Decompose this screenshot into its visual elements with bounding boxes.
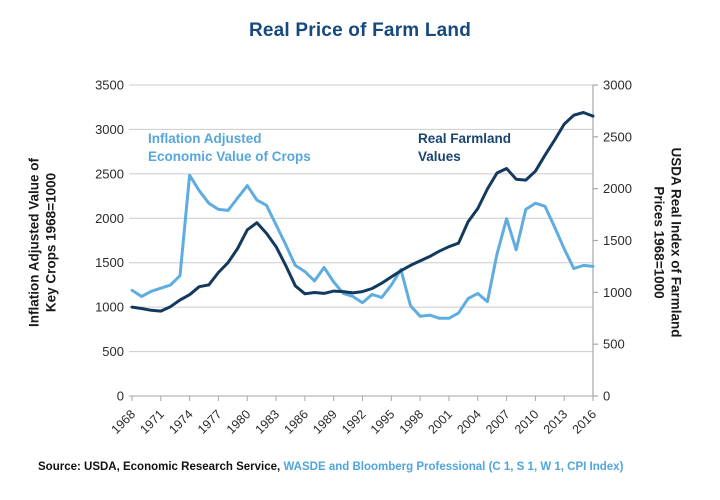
crops-series-label-line2: Economic Value of Crops: [148, 149, 311, 164]
left-axis-tick-label: 3000: [95, 122, 124, 137]
x-axis-year-label: 2004: [454, 407, 484, 437]
x-axis-year-label: 1995: [368, 407, 398, 437]
left-axis-tick-label: 2000: [95, 211, 124, 226]
x-axis-year-label: 1980: [224, 407, 254, 437]
x-axis-year-label: 1998: [397, 407, 427, 437]
x-axis-year-label: 1989: [310, 407, 340, 437]
left-axis-title: Inflation Adjusted Value of Key Crops 19…: [27, 93, 60, 393]
left-axis-tick-label: 500: [102, 344, 124, 359]
source-text-black: Source: USDA, Economic Research Service,: [38, 461, 281, 473]
farmland-series-label-line1: Real Farmland: [418, 131, 512, 146]
source-text-blue: WASDE and Bloomberg Professional (C 1, S…: [283, 461, 624, 473]
x-axis-year-label: 1977: [195, 407, 225, 437]
x-axis-year-label: 1968: [109, 407, 139, 437]
x-axis-year-label: 2016: [570, 407, 600, 437]
crops-series-label: Inflation Adjusted Economic Value of Cro…: [148, 130, 311, 166]
right-axis-title: USDA Real Index of Farmland Prices 1968=…: [651, 93, 684, 393]
right-axis-tick-label: 1500: [603, 233, 632, 248]
crops-value-line: [130, 173, 595, 320]
x-axis-year-label: 1971: [137, 407, 167, 437]
left-axis-title-line1: Inflation Adjusted Value of: [26, 158, 42, 328]
x-axis-year-label: 2007: [483, 407, 513, 437]
right-axis-tick-label: 500: [603, 337, 625, 352]
left-axis-tick-label: 1500: [95, 255, 124, 270]
crops-series-label-line1: Inflation Adjusted: [148, 131, 262, 146]
farmland-series-label: Real Farmland Values: [418, 130, 511, 166]
x-axis-year-label: 2001: [425, 407, 455, 437]
farmland-series-label-line2: Values: [418, 149, 461, 164]
x-axis-year-label: 2010: [512, 407, 542, 437]
left-axis-title-line2: Key Crops 1968=1000: [43, 172, 58, 313]
x-axis-year-label: 1992: [339, 407, 369, 437]
right-axis-tick-label: 0: [603, 389, 610, 404]
left-axis-tick-label: 3500: [95, 78, 124, 93]
left-axis-tick-label: 1000: [95, 300, 124, 315]
farmland-values-line: [130, 111, 595, 313]
right-axis-tick-label: 2500: [603, 129, 632, 144]
right-axis-tick-label: 2000: [603, 181, 632, 196]
x-axis-year-label: 1983: [253, 407, 283, 437]
chart-title: Real Price of Farm Land: [248, 20, 472, 41]
right-axis-title-line1: USDA Real Index of Farmland: [668, 147, 684, 338]
x-axis-year-label: 1986: [281, 407, 311, 437]
left-axis-tick-label: 0: [117, 389, 124, 404]
right-axis-tick-label: 3000: [603, 78, 632, 93]
source-note: Source: USDA, Economic Research Service,…: [38, 461, 623, 473]
right-axis-tick-label: 1000: [603, 285, 632, 300]
x-axis-year-label: 1974: [166, 407, 196, 437]
x-axis-year-label: 2013: [541, 407, 571, 437]
right-axis-title-line2: Prices 1968=1000: [652, 186, 667, 299]
left-axis-tick-label: 2500: [95, 166, 124, 181]
